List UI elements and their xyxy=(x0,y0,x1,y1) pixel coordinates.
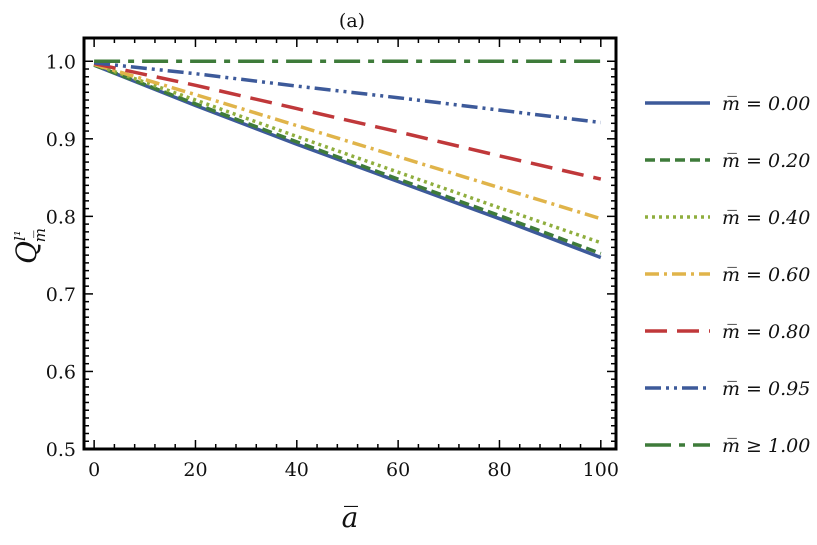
legend-label-1: m̅ = 0.20 xyxy=(722,150,810,172)
x-tick-label: 40 xyxy=(285,459,309,481)
x-axis-label: a̅ xyxy=(342,501,359,534)
x-tick-label: 80 xyxy=(487,459,511,481)
y-tick-label: 0.9 xyxy=(46,129,76,151)
y-axis-label-main: Q xyxy=(10,241,43,264)
x-tick-labels: 0 20 40 60 80 100 xyxy=(88,459,619,481)
series-line-2 xyxy=(93,62,602,245)
legend-label-5: m̅ = 0.95 xyxy=(722,378,810,400)
y-tick-labels: 0.5 0.6 0.7 0.8 0.9 1.0 xyxy=(46,51,76,461)
legend-label-2: m̅ = 0.40 xyxy=(722,207,810,229)
plot-frame xyxy=(82,36,618,451)
series-line-3 xyxy=(93,62,602,221)
y-axis-label: Ql¹ m̅ xyxy=(10,228,49,264)
y-tick-label: 0.8 xyxy=(46,206,76,228)
legend-label-3: m̅ = 0.60 xyxy=(722,264,810,286)
y-axis-label-subscript: m̅ xyxy=(31,228,49,242)
x-tick-label: 20 xyxy=(183,459,207,481)
series-line-5 xyxy=(93,61,602,125)
y-tick-label: 0.5 xyxy=(46,439,76,461)
legend-label-6: m̅ ≥ 1.00 xyxy=(722,435,810,457)
y-axis-label-superscript: l¹ xyxy=(11,230,29,241)
series-line-4 xyxy=(93,61,602,181)
legend-label-0: m̅ = 0.00 xyxy=(722,93,810,115)
legend-label-4: m̅ = 0.80 xyxy=(722,321,810,343)
x-tick-label: 100 xyxy=(583,459,619,481)
x-tick-label: 60 xyxy=(386,459,410,481)
plot-area xyxy=(82,36,618,451)
axis-ticks xyxy=(84,38,616,450)
y-tick-label: 0.6 xyxy=(46,361,76,383)
legend: m̅ = 0.00 m̅ = 0.20 m̅ = 0.40 m̅ = 0.60 m̅ =… xyxy=(645,93,810,457)
x-tick-label: 0 xyxy=(88,459,100,481)
chart-title: (a) xyxy=(339,10,365,32)
series-layer xyxy=(93,59,602,260)
y-tick-label: 0.7 xyxy=(46,284,76,306)
y-tick-label: 1.0 xyxy=(46,51,76,73)
series-line-1 xyxy=(93,63,602,256)
